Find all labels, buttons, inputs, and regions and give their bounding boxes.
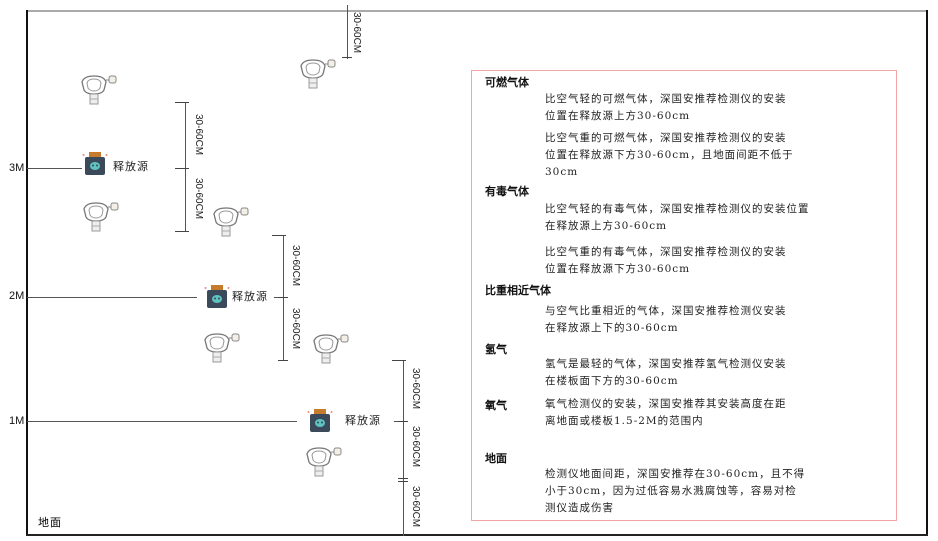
dimension-tick — [175, 168, 189, 169]
dimension-label: 30-60CM — [193, 178, 204, 220]
dimension-tick — [398, 481, 408, 482]
dimension-label: 30-60CM — [410, 486, 421, 528]
dimension-tick — [175, 102, 189, 103]
dimension-label: 30-60CM — [193, 114, 204, 156]
hydrogen-title: 氢气 — [485, 343, 507, 356]
level-1m-label: 1M — [9, 415, 25, 427]
dimension-label: 30-60CM — [410, 426, 421, 468]
gas-detector-icon — [80, 201, 122, 237]
floor-text: 检测仪地面间距，深国安推荐在30-60cm，且不得 小于30cm，因为过低容易水… — [545, 468, 806, 514]
release-source-label: 释放源 — [345, 414, 381, 427]
hydrogen-text: 氢气是最轻的气体，深国安推荐氢气检测仪安装 在楼板面下方的30-60cm — [545, 358, 787, 387]
dimension-line — [347, 5, 348, 59]
dimension-tick — [272, 235, 286, 236]
gas-detector-icon — [310, 333, 352, 369]
dimension-label: 30-60CM — [351, 12, 362, 54]
release-source-label: 释放源 — [113, 160, 149, 173]
release-source-icon — [307, 408, 333, 438]
gas-detector-icon — [210, 206, 252, 242]
release-source-icon — [82, 151, 108, 181]
dimension-line — [403, 360, 404, 536]
combustible-heavier-text: 比空气重的可燃气体，深国安推荐检测仪的安装 位置在释放源下方30-60cm，且地… — [545, 132, 794, 178]
dimension-line — [283, 235, 284, 361]
dimension-tick — [398, 478, 408, 479]
dimension-tick — [342, 57, 352, 58]
installation-notes-box — [471, 70, 897, 521]
level-2m-line — [27, 297, 197, 298]
gas-detector-icon — [201, 332, 243, 368]
dimension-tick — [175, 231, 189, 232]
dimension-tick — [278, 360, 288, 361]
dimension-label: 30-60CM — [290, 245, 301, 287]
release-source-icon — [204, 284, 230, 314]
ceiling-line — [27, 10, 928, 12]
dimension-line — [185, 102, 186, 232]
right-wall — [926, 10, 928, 536]
oxygen-title: 氧气 — [485, 399, 507, 412]
release-source-label: 释放源 — [232, 290, 268, 303]
level-1m-line — [27, 421, 297, 422]
combustible-title: 可燃气体 — [485, 76, 529, 89]
floor-line — [26, 534, 928, 536]
dimension-tick — [392, 360, 406, 361]
gas-detector-icon — [303, 446, 345, 482]
level-3m-line — [27, 168, 82, 169]
level-3m-label: 3M — [9, 162, 25, 174]
oxygen-text: 氧气检测仪的安装，深国安推荐其安装高度在距 离地面或楼板1.5-2M的范围内 — [545, 398, 787, 427]
gas-detector-icon — [78, 74, 120, 110]
dimension-tick — [278, 297, 288, 298]
toxic-lighter-text: 比空气轻的有毒气体，深国安推荐检测仪的安装位置 在释放源上方30-60cm — [545, 203, 810, 232]
left-wall — [26, 10, 28, 536]
floor-title: 地面 — [485, 452, 507, 465]
combustible-lighter-text: 比空气轻的可燃气体，深国安推荐检测仪的安装 位置在释放源上方30-60cm — [545, 93, 787, 122]
toxic-heavier-text: 比空气重的有毒气体，深国安推荐检测仪的安装 位置在释放源下方30-60cm — [545, 246, 787, 275]
gas-detector-icon — [297, 58, 339, 94]
toxic-title: 有毒气体 — [485, 185, 529, 198]
floor-label: 地面 — [38, 516, 62, 529]
level-2m-label: 2M — [9, 290, 25, 302]
similar-text: 与空气比重相近的气体，深国安推荐检测仪安装 在释放源上下的30-60cm — [545, 305, 787, 334]
dimension-label: 30-60CM — [410, 368, 421, 410]
dimension-label: 30-60CM — [290, 308, 301, 350]
similar-title: 比重相近气体 — [485, 284, 551, 297]
dimension-tick — [398, 421, 408, 422]
